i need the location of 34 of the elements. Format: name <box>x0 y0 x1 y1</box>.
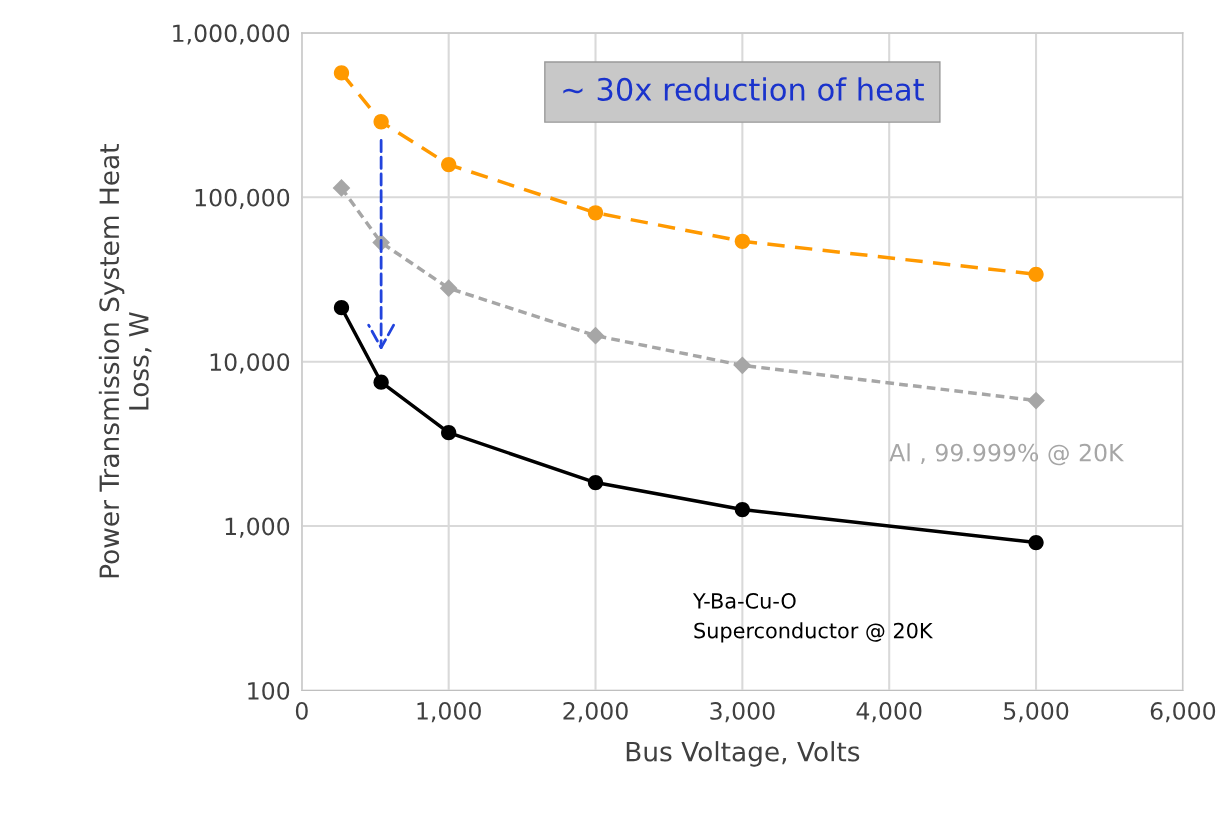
point <box>733 356 752 375</box>
annotation: ~ 30x reduction of heat <box>563 77 924 101</box>
y-tick-label: 100 <box>248 681 290 700</box>
x-tick-label: 2,000 <box>563 702 628 723</box>
point <box>1027 391 1045 410</box>
point <box>439 279 458 298</box>
point <box>1028 266 1044 282</box>
point <box>441 156 457 173</box>
y-tick-label: 10,000 <box>210 353 290 374</box>
point <box>333 300 350 316</box>
x-tick-label: 5,000 <box>1004 702 1069 723</box>
point <box>734 233 750 249</box>
y-tick-label: 1,000,000 <box>173 24 290 45</box>
y-tick-label: 1,000 <box>225 517 290 538</box>
point <box>1028 534 1044 551</box>
y-axis-title: Power Transmission System Heat Loss, W <box>98 144 152 578</box>
x-axis-title: Bus Voltage, Volts <box>626 741 860 767</box>
y-tick-label: 100,000 <box>195 188 290 209</box>
point <box>332 179 351 197</box>
point <box>373 114 389 130</box>
x-tick-label: 0 <box>295 702 308 720</box>
x-tick-label: 1,000 <box>417 702 481 723</box>
point <box>587 474 604 491</box>
text: Y-Ba-Cu-O Superconductor @ 20K <box>692 593 934 643</box>
point <box>586 326 605 345</box>
point <box>333 65 350 81</box>
point <box>734 501 750 518</box>
point <box>587 205 604 221</box>
point <box>373 374 389 390</box>
text: Al , 99.999% @ 20K <box>889 443 1125 466</box>
x-tick-label: 3,000 <box>710 702 775 723</box>
point <box>441 425 457 441</box>
x-tick-label: 4,000 <box>856 702 922 723</box>
x-tick-label: 6,000 <box>1150 702 1216 723</box>
